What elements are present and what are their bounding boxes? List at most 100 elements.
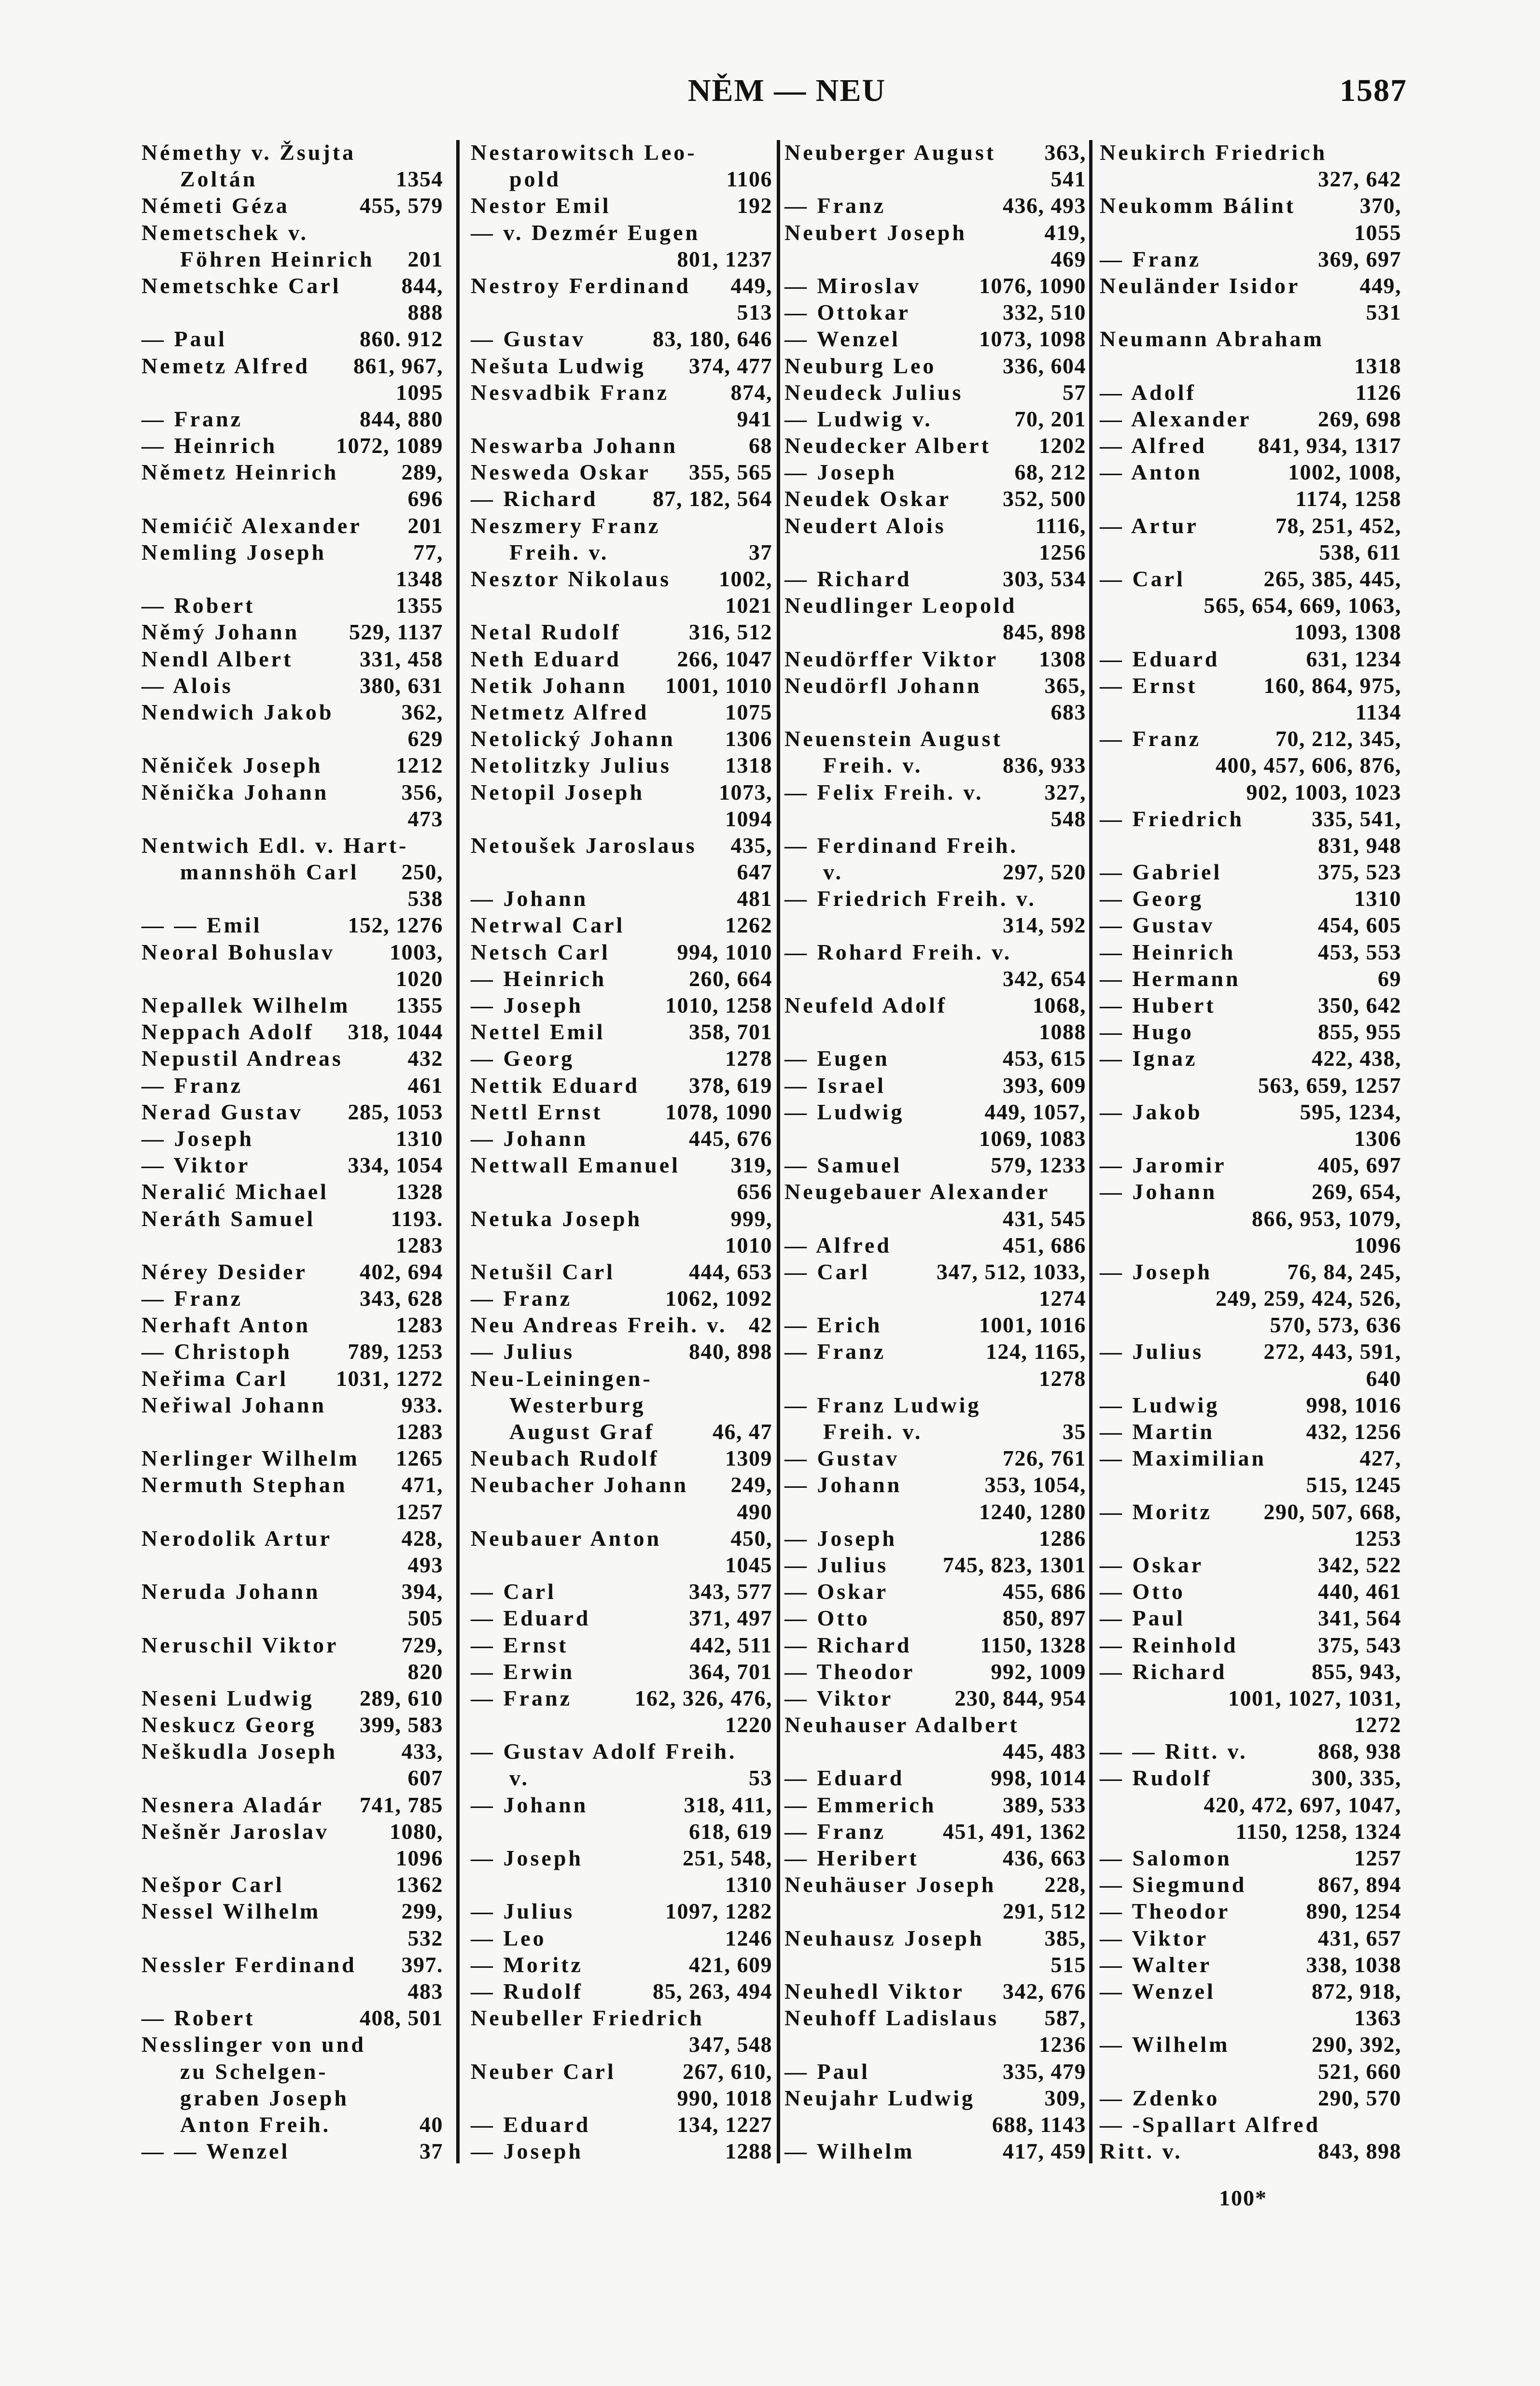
- entry-page-refs: 587,: [1044, 2005, 1086, 2031]
- index-entry-line: — Franz 451, 491, 1362: [784, 1818, 1086, 1845]
- entry-page-refs: 696: [407, 486, 443, 511]
- index-entry-line: 1274: [784, 1285, 1086, 1312]
- entry-name: Neuhauser Adalbert: [784, 1712, 1020, 1737]
- entry-page-refs: 435,: [730, 833, 772, 858]
- entry-page-refs: 37: [420, 2139, 443, 2164]
- entry-page-refs: 1020: [396, 966, 443, 991]
- entry-name: Neubert Joseph: [784, 220, 967, 245]
- entry-page-refs: 134, 1227: [677, 2112, 772, 2137]
- entry-name: Neskucz Georg: [141, 1712, 317, 1737]
- entry-page-refs: 902, 1003, 1023: [1246, 779, 1401, 805]
- entry-page-refs: 933.: [401, 1392, 443, 1417]
- entry-page-refs: 57: [1063, 380, 1086, 405]
- index-entry-line: Neugebauer Alexander: [784, 1178, 1086, 1205]
- index-entry-line: Neudlinger Leopold: [784, 592, 1086, 619]
- entry-name: Nettl Ernst: [471, 1099, 603, 1124]
- entry-page-refs: 374, 477: [689, 353, 772, 378]
- entry-page-refs: 1193.: [391, 1206, 443, 1231]
- entry-name: v.: [823, 860, 843, 885]
- entry-name: — Samuel: [784, 1153, 902, 1178]
- entry-name: — — Wenzel: [141, 2139, 290, 2164]
- index-entry-line: 902, 1003, 1023: [1100, 779, 1401, 805]
- entry-page-refs: 1328: [396, 1179, 443, 1204]
- index-entry-line: — Maximilian 427,: [1100, 1445, 1401, 1471]
- index-entry-line: Westerburg: [471, 1392, 772, 1418]
- entry-page-refs: 595, 1234,: [1300, 1099, 1401, 1124]
- index-entry-line: 1045: [471, 1552, 772, 1578]
- entry-name: Neufeld Adolf: [784, 993, 948, 1017]
- entry-name: Nepallek Wilhelm: [141, 993, 350, 1017]
- entry-page-refs: 289,: [401, 460, 443, 485]
- entry-name: Nettel Emil: [471, 1019, 605, 1045]
- entry-page-refs: 393, 609: [1003, 1073, 1086, 1098]
- index-entry-line: — Johann 318, 411,: [471, 1792, 772, 1818]
- index-entry-line: 1236: [784, 2031, 1086, 2058]
- entry-name: Nestroy Ferdinand: [471, 273, 691, 298]
- index-entry-line: Nermuth Stephan 471,: [141, 1471, 443, 1498]
- entry-page-refs: 874,: [730, 380, 772, 405]
- index-entry-line: Nettik Eduard 378, 619: [471, 1072, 772, 1099]
- entry-page-refs: 347, 512, 1033,: [937, 1259, 1086, 1284]
- entry-name: Němetz Heinrich: [141, 460, 339, 485]
- index-entry-line: Neubeller Friedrich: [471, 2005, 772, 2031]
- entry-page-refs: 579, 1233: [991, 1153, 1086, 1178]
- index-entry-line: Neuhauser Adalbert: [784, 1711, 1086, 1738]
- index-entry-line: Nemetz Alfred 861, 967,: [141, 353, 443, 379]
- index-entry-line: 1134: [1100, 699, 1401, 725]
- entry-page-refs: 1126: [1355, 380, 1401, 405]
- index-entry-line: — Joseph 1286: [784, 1525, 1086, 1552]
- entry-page-refs: 318, 411,: [684, 1792, 772, 1817]
- entry-name: — Heribert: [784, 1846, 919, 1870]
- index-entry-line: — Siegmund 867, 894: [1100, 1871, 1401, 1898]
- entry-page-refs: 505: [407, 1606, 443, 1631]
- entry-name: Freih. v.: [509, 539, 609, 565]
- entry-name: — Hermann: [1100, 966, 1241, 991]
- index-entry-line: — Ludwig v. 70, 201: [784, 406, 1086, 432]
- entry-page-refs: 1262: [725, 913, 772, 938]
- index-entry-line: Neuhäuser Joseph 228,: [784, 1871, 1086, 1898]
- entry-page-refs: 421, 609: [689, 1952, 772, 1977]
- entry-name: Nemetschke Carl: [141, 273, 341, 298]
- entry-page-refs: 269, 654,: [1312, 1179, 1401, 1204]
- entry-page-refs: 1362: [396, 1872, 443, 1897]
- entry-name: Nešpor Carl: [141, 1872, 284, 1897]
- index-entry-line: — -Spallart Alfred: [1100, 2111, 1401, 2138]
- index-entry-line: 1001, 1027, 1031,: [1100, 1685, 1401, 1711]
- entry-page-refs: 427,: [1359, 1446, 1401, 1471]
- index-entry-line: — Robert 408, 501: [141, 2005, 443, 2031]
- entry-page-refs: 289, 610: [360, 1685, 443, 1710]
- entry-page-refs: 419,: [1044, 220, 1086, 245]
- index-entry-line: — Moritz 290, 507, 668,: [1100, 1498, 1401, 1525]
- entry-name: Neřima Carl: [141, 1366, 289, 1391]
- entry-page-refs: 1348: [396, 566, 443, 591]
- index-entry-line: Netušil Carl 444, 653: [471, 1258, 772, 1285]
- entry-page-refs: 309,: [1044, 2085, 1086, 2110]
- entry-page-refs: 872, 918,: [1312, 1978, 1401, 2004]
- entry-name: — Walter: [1100, 1952, 1212, 1977]
- index-entry-line: Neudörfl Johann 365,: [784, 672, 1086, 699]
- entry-name: Nesweda Oskar: [471, 460, 651, 485]
- entry-name: — Paul: [141, 326, 227, 352]
- index-entry-line: — Franz 162, 326, 476,: [471, 1685, 772, 1711]
- index-entry-line: Nendl Albert 331, 458: [141, 646, 443, 672]
- entry-page-refs: 336, 604: [1003, 353, 1086, 378]
- entry-page-refs: 40: [420, 2112, 443, 2137]
- index-entry-line: Neumann Abraham: [1100, 325, 1401, 352]
- index-entry-line: Nesslinger von und: [141, 2031, 443, 2058]
- entry-name: — Adolf: [1100, 380, 1196, 405]
- entry-page-refs: 160, 864, 975,: [1263, 673, 1401, 698]
- entry-name: — Georg: [471, 1046, 575, 1071]
- index-entry-line: 1020: [141, 965, 443, 992]
- index-entry-line: — Franz 70, 212, 345,: [1100, 725, 1401, 752]
- entry-name: — Richard: [1100, 1659, 1227, 1684]
- entry-name: Nendwich Jakob: [141, 699, 334, 724]
- entry-name: Nerad Gustav: [141, 1099, 303, 1124]
- entry-name: — Viktor: [784, 1685, 894, 1710]
- index-entry-line: — Ernst 160, 864, 975,: [1100, 672, 1401, 699]
- index-entry-line: — Theodor 992, 1009: [784, 1658, 1086, 1685]
- entry-page-refs: 843, 898: [1318, 2139, 1401, 2164]
- index-entry-line: — Alfred 841, 934, 1317: [1100, 432, 1401, 459]
- index-entry-line: — Joseph 1010, 1258: [471, 992, 772, 1018]
- entry-name: — Georg: [1100, 886, 1204, 911]
- entry-page-refs: 521, 660: [1318, 2059, 1401, 2084]
